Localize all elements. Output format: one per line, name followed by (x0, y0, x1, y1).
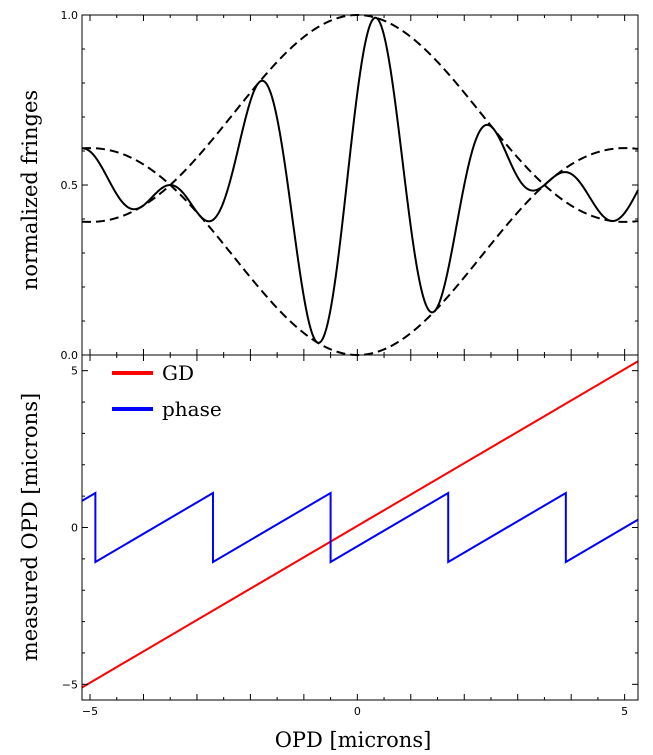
bottom-curves (81, 360, 639, 689)
y-tick-label: −5 (62, 678, 78, 691)
series-gd (81, 360, 639, 689)
y-tick-label: 0 (71, 522, 78, 535)
top-panel: 0.0 0.5 1.0 (61, 9, 639, 362)
legend-label-gd: GD (162, 361, 194, 385)
top-ticks (82, 14, 638, 356)
x-tick-label: 0 (354, 705, 361, 718)
y-tick-label: 0.5 (61, 179, 79, 192)
series-envelope-lower (81, 147, 639, 357)
x-tick-label: −5 (82, 705, 98, 718)
y-tick-label: 5 (71, 365, 78, 378)
x-tick-label: 5 (621, 705, 628, 718)
series-envelope-upper (81, 13, 639, 223)
bottom-y-axis-label: measured OPD [microns] (18, 393, 42, 661)
x-axis-label: OPD [microns] (275, 728, 432, 752)
legend: GD phase (112, 361, 222, 421)
top-tick-labels: 0.0 0.5 1.0 (61, 9, 79, 362)
series-phase (81, 491, 639, 564)
top-y-axis-label: normalized fringes (18, 90, 42, 290)
top-plot-frame (81, 14, 639, 356)
legend-label-phase: phase (162, 397, 222, 421)
y-tick-label: 1.0 (61, 9, 79, 22)
top-curves (81, 13, 639, 357)
bottom-plot-frame (81, 354, 639, 701)
y-tick-label: 0.0 (61, 349, 79, 362)
bottom-tick-labels: −5 0 5 −5 0 5 (62, 365, 628, 718)
bottom-panel: −5 0 5 −5 0 5 GD phase (62, 354, 639, 718)
